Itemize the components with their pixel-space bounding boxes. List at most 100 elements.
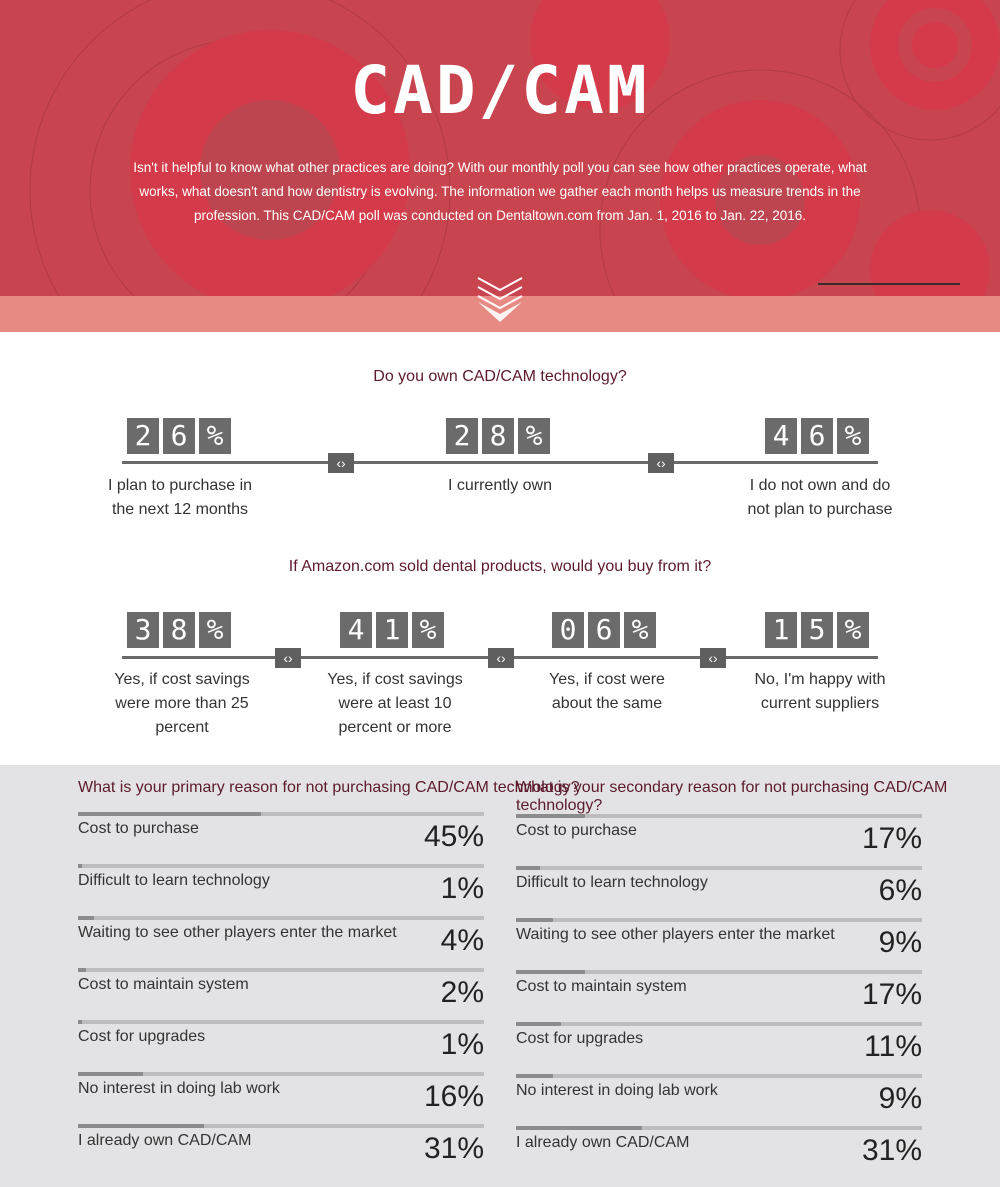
value-label: 9% xyxy=(878,926,922,959)
bar xyxy=(78,916,95,920)
reason-row: I already own CAD/CAM 31% xyxy=(516,1126,922,1178)
category-label: Cost to purchase xyxy=(516,822,637,839)
digit: 3 xyxy=(127,612,159,648)
q2-answer-2-percent: 4 1% xyxy=(340,612,444,648)
reason-row: Difficult to learn technology 1% xyxy=(78,864,484,916)
q2-answer-4-percent: 1 5% xyxy=(765,612,869,648)
separator-icon: ‹› xyxy=(488,648,514,668)
value-label: 1% xyxy=(440,872,484,905)
digit: 0 xyxy=(552,612,584,648)
digit: 4 xyxy=(765,418,797,454)
bar-track xyxy=(78,1020,484,1024)
chart-primary-title: What is your primary reason for not purc… xyxy=(78,779,580,796)
reasons-section xyxy=(0,765,1000,1187)
digit: % xyxy=(624,612,656,648)
digit: % xyxy=(518,418,550,454)
q2-answer-3-label: Yes, if cost were about the same xyxy=(549,671,665,712)
bar-track xyxy=(78,864,484,868)
digit: % xyxy=(199,418,231,454)
q1-axis-line xyxy=(122,461,878,464)
digit: 8 xyxy=(482,418,514,454)
reason-row: Waiting to see other players enter the m… xyxy=(78,916,484,968)
value-label: 4% xyxy=(440,924,484,957)
digit: 5 xyxy=(801,612,833,648)
chevron-down-icon[interactable] xyxy=(470,270,530,322)
category-label: Difficult to learn technology xyxy=(516,874,708,891)
bar-track xyxy=(516,866,922,870)
value-label: 45% xyxy=(423,820,484,853)
bar-track xyxy=(78,1124,484,1128)
q1-answer-2-percent: 2 8% xyxy=(446,418,550,454)
intro-text: Isn't it helpful to know what other prac… xyxy=(133,160,867,223)
digit: % xyxy=(412,612,444,648)
bar-track xyxy=(516,814,922,818)
digit: % xyxy=(837,418,869,454)
reason-row: Cost to maintain system 2% xyxy=(78,968,484,1020)
value-label: 2% xyxy=(440,976,484,1009)
bar-track xyxy=(516,1022,922,1026)
bar xyxy=(78,968,87,972)
value-label: 11% xyxy=(864,1030,922,1063)
category-label: Cost to purchase xyxy=(78,820,199,837)
value-label: 6% xyxy=(878,874,922,907)
bar xyxy=(516,1074,553,1078)
page-title: CAD/CAM xyxy=(350,52,650,129)
digit: 2 xyxy=(127,418,159,454)
value-label: 31% xyxy=(861,1134,922,1167)
bar xyxy=(78,864,83,868)
bar xyxy=(78,1124,204,1128)
q2-title: If Amazon.com sold dental products, woul… xyxy=(288,558,712,575)
reason-row: No interest in doing lab work 16% xyxy=(78,1072,484,1124)
category-label: I already own CAD/CAM xyxy=(516,1134,690,1151)
bar-track xyxy=(516,970,922,974)
category-label: Waiting to see other players enter the m… xyxy=(516,926,835,943)
separator-icon: ‹› xyxy=(648,453,674,473)
bar-track xyxy=(78,812,484,816)
bar xyxy=(78,1072,143,1076)
bar xyxy=(78,1020,83,1024)
reason-row: No interest in doing lab work 9% xyxy=(516,1074,922,1126)
digit: 4 xyxy=(340,612,372,648)
bar-track xyxy=(516,918,922,922)
q1-answer-1-percent: 2 6% xyxy=(127,418,231,454)
q1-answer-2-label: I currently own xyxy=(447,477,553,494)
category-label: Cost for upgrades xyxy=(78,1028,206,1045)
bar-track xyxy=(516,1126,922,1130)
bar-track xyxy=(78,916,484,920)
gears-illustration xyxy=(29,0,1000,332)
reason-row: Waiting to see other players enter the m… xyxy=(516,918,922,970)
digit: % xyxy=(199,612,231,648)
reason-row: I already own CAD/CAM 31% xyxy=(78,1124,484,1176)
bar xyxy=(516,918,553,922)
value-label: 17% xyxy=(861,978,922,1011)
reason-row: Difficult to learn technology 6% xyxy=(516,866,922,918)
bar xyxy=(78,812,261,816)
reason-row: Cost for upgrades 1% xyxy=(78,1020,484,1072)
reason-row: Cost to purchase 17% xyxy=(516,814,922,866)
value-label: 9% xyxy=(878,1082,922,1115)
category-label: I already own CAD/CAM xyxy=(78,1132,252,1149)
value-label: 1% xyxy=(440,1028,484,1061)
q1-answer-3-label: I do not own and do not plan to purchase xyxy=(747,477,893,518)
reason-row: Cost for upgrades 11% xyxy=(516,1022,922,1074)
q1-title: Do you own CAD/CAM technology? xyxy=(373,368,627,385)
category-label: Difficult to learn technology xyxy=(78,872,270,889)
category-label: Waiting to see other players enter the m… xyxy=(78,924,397,941)
digit: % xyxy=(837,612,869,648)
chart-secondary-title: What is your secondary reason for not pu… xyxy=(516,779,948,814)
q2-answer-3-percent: 0 6% xyxy=(552,612,656,648)
category-label: No interest in doing lab work xyxy=(78,1080,280,1097)
q2-answer-4-label: No, I'm happy with current suppliers xyxy=(754,671,886,712)
digit: 2 xyxy=(446,418,478,454)
digit: 6 xyxy=(163,418,195,454)
category-label: No interest in doing lab work xyxy=(516,1082,718,1099)
reason-row: Cost to maintain system 17% xyxy=(516,970,922,1022)
category-label: Cost for upgrades xyxy=(516,1030,644,1047)
q2-answer-1-percent: 3 8% xyxy=(127,612,231,648)
bar-track xyxy=(516,1074,922,1078)
bar-track xyxy=(78,1072,484,1076)
hero-banner: CAD/CAM Isn't it helpful to know what ot… xyxy=(0,0,1000,332)
digit: 6 xyxy=(801,418,833,454)
bar xyxy=(516,970,586,974)
digit: 8 xyxy=(163,612,195,648)
